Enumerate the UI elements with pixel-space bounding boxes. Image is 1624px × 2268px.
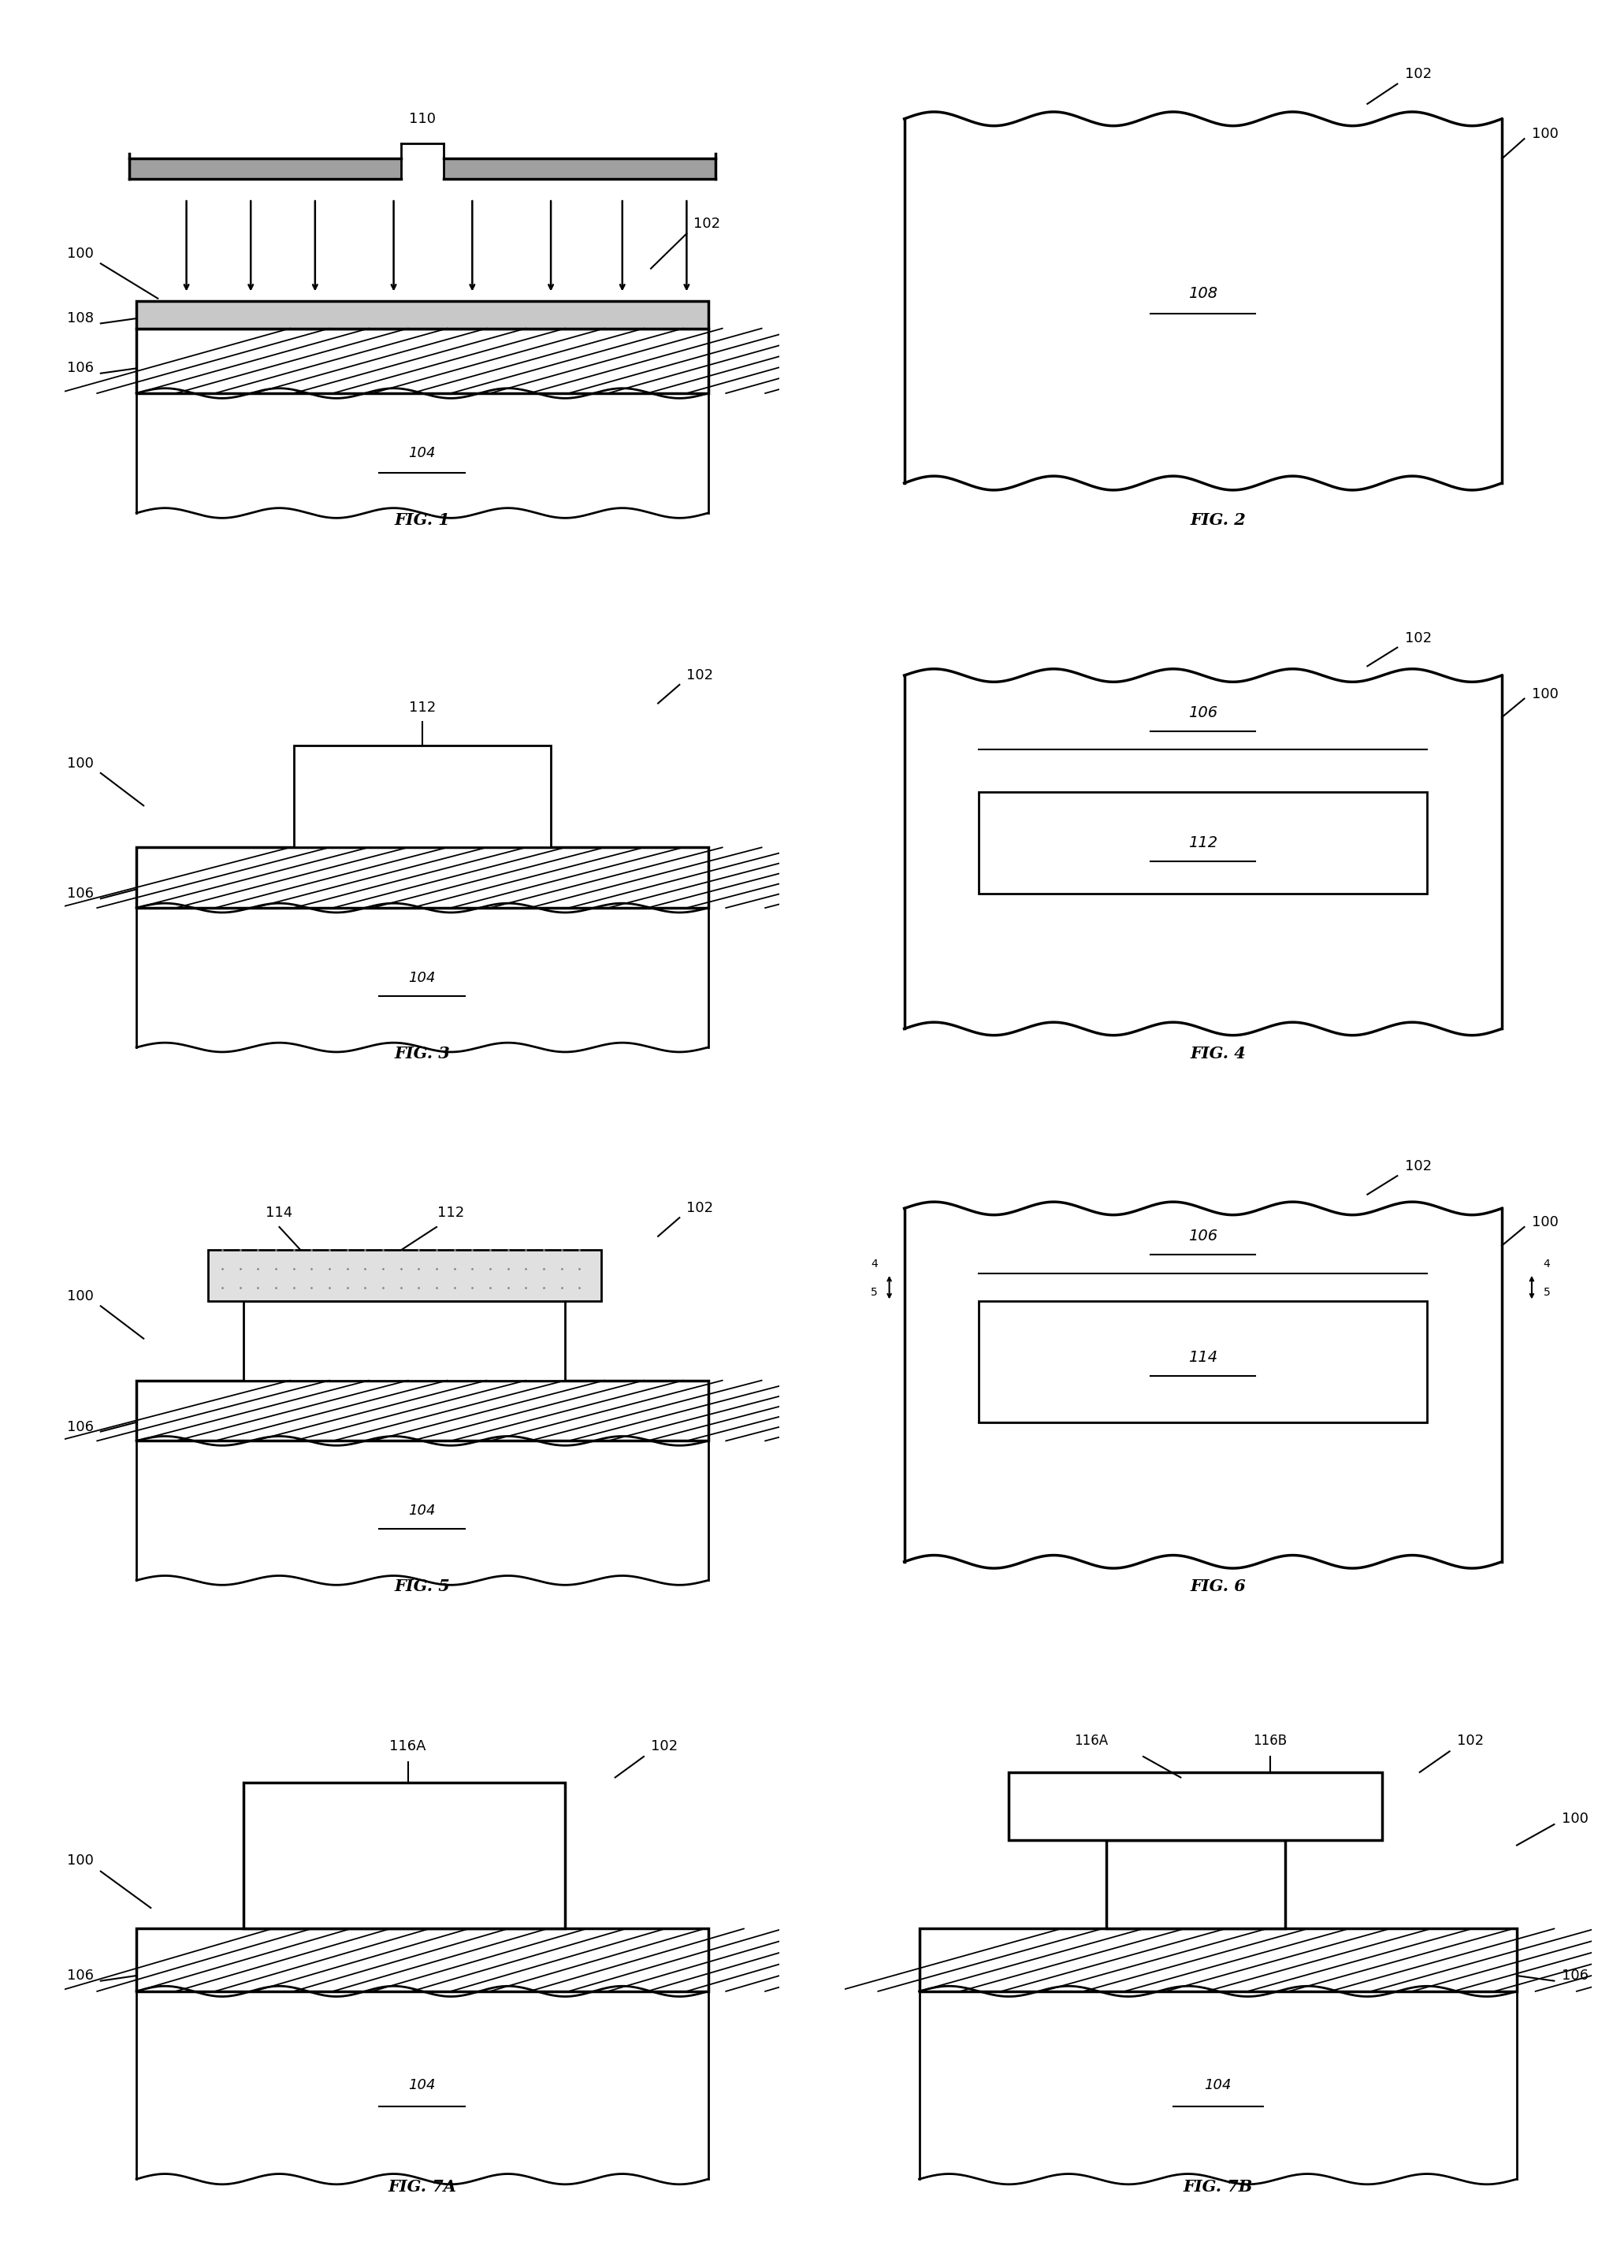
- Text: 102: 102: [1457, 1733, 1484, 1749]
- Bar: [979, 1302, 1427, 1422]
- Text: 104: 104: [409, 1504, 435, 1517]
- Text: 102: 102: [693, 215, 721, 231]
- Text: 4: 4: [870, 1259, 879, 1270]
- Text: 102: 102: [687, 1202, 713, 1216]
- Bar: [136, 1928, 708, 1991]
- Text: 104: 104: [409, 2077, 435, 2093]
- Text: 5: 5: [870, 1286, 879, 1297]
- Text: 100: 100: [1531, 127, 1559, 141]
- Text: 116B: 116B: [1254, 1733, 1288, 1749]
- Bar: [979, 792, 1427, 894]
- Bar: [136, 302, 708, 329]
- Text: 106: 106: [1189, 1229, 1218, 1243]
- Bar: [136, 329, 708, 392]
- Text: 110: 110: [409, 111, 435, 127]
- Text: 100: 100: [67, 1290, 94, 1304]
- Text: 106: 106: [67, 1420, 94, 1433]
- Text: 112: 112: [409, 701, 435, 714]
- Text: 114: 114: [266, 1207, 292, 1220]
- Text: 104: 104: [409, 447, 435, 460]
- Text: FIG. 7A: FIG. 7A: [388, 2180, 456, 2195]
- Text: 102: 102: [1405, 66, 1432, 82]
- Text: FIG. 6: FIG. 6: [1190, 1579, 1246, 1594]
- Bar: [136, 1381, 708, 1440]
- Text: 106: 106: [67, 361, 94, 376]
- Text: 108: 108: [1189, 286, 1218, 302]
- Text: 112: 112: [437, 1207, 464, 1220]
- Bar: [1106, 1839, 1285, 1928]
- Text: FIG. 5: FIG. 5: [395, 1579, 450, 1594]
- Bar: [1009, 1771, 1382, 1839]
- Text: FIG. 1: FIG. 1: [395, 513, 450, 528]
- Text: 114: 114: [1189, 1349, 1218, 1365]
- Bar: [294, 746, 551, 848]
- Bar: [244, 1783, 565, 1928]
- Bar: [244, 1302, 565, 1381]
- Text: 100: 100: [67, 758, 94, 771]
- Text: 104: 104: [409, 971, 435, 984]
- Text: FIG. 2: FIG. 2: [1190, 513, 1246, 528]
- Text: 116A: 116A: [1073, 1733, 1108, 1749]
- Text: 5: 5: [1543, 1286, 1551, 1297]
- Text: 116A: 116A: [390, 1740, 425, 1753]
- Text: 100: 100: [1562, 1812, 1588, 1826]
- Bar: [919, 1928, 1517, 1991]
- Text: 100: 100: [67, 1853, 94, 1869]
- Text: 102: 102: [687, 669, 713, 683]
- Text: 106: 106: [1189, 705, 1218, 721]
- Text: 102: 102: [1405, 631, 1432, 646]
- Text: 4: 4: [1543, 1259, 1551, 1270]
- Text: FIG. 7B: FIG. 7B: [1184, 2180, 1252, 2195]
- Text: 104: 104: [1205, 2077, 1231, 2093]
- Text: 100: 100: [1531, 1216, 1559, 1229]
- Text: 112: 112: [1189, 835, 1218, 851]
- Text: 106: 106: [67, 1969, 94, 1982]
- Text: 102: 102: [1405, 1159, 1432, 1173]
- Text: 100: 100: [67, 247, 94, 261]
- Bar: [208, 1250, 601, 1302]
- Text: FIG. 3: FIG. 3: [395, 1046, 450, 1061]
- Text: 100: 100: [1531, 687, 1559, 701]
- Text: FIG. 4: FIG. 4: [1190, 1046, 1246, 1061]
- Bar: [136, 848, 708, 907]
- Text: 106: 106: [67, 887, 94, 900]
- Text: 108: 108: [67, 311, 94, 327]
- Text: 102: 102: [651, 1740, 677, 1753]
- Text: 106: 106: [1562, 1969, 1588, 1982]
